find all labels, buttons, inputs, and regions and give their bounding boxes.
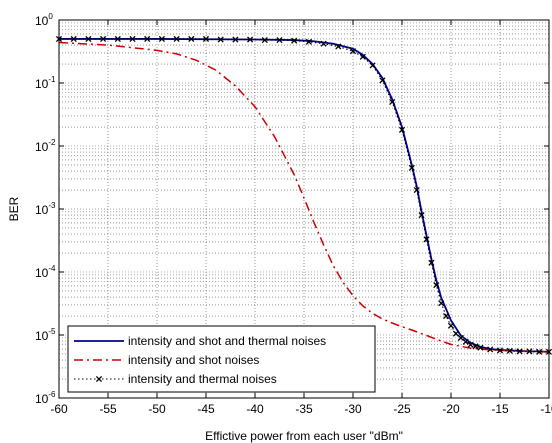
x-tick-label: -45 — [197, 402, 215, 416]
series-line-2 — [58, 41, 549, 353]
y-tick-label: 10-5 — [35, 327, 56, 343]
data-point-marker — [114, 35, 121, 43]
data-point-marker — [438, 300, 445, 307]
data-point-marker — [188, 35, 195, 43]
data-point-marker — [413, 186, 420, 194]
y-tick-label: 100 — [35, 12, 53, 28]
data-point-marker — [428, 259, 435, 266]
axis-ticks: -60 -55 -50 -45 -40 -35 -30 -25 -20 -15 -10 10-6 10-… — [35, 12, 552, 416]
x-tick-label: -35 — [295, 402, 313, 416]
legend-marker — [95, 375, 103, 383]
data-point-marker — [418, 212, 425, 219]
data-point-marker — [85, 35, 92, 43]
y-tick-label: 10-2 — [35, 138, 56, 154]
grid — [59, 20, 549, 398]
data-point-marker — [516, 348, 523, 355]
x-tick-label: -50 — [148, 402, 166, 416]
legend: intensity and shot and thermal noises int… — [67, 325, 376, 393]
y-tick-label: 10-6 — [35, 390, 56, 406]
x-tick-label: -60 — [50, 402, 68, 416]
data-point-marker — [496, 347, 504, 354]
data-point-marker — [472, 343, 479, 350]
data-point-marker — [359, 53, 366, 60]
data-point-marker — [477, 344, 484, 351]
data-point-marker — [487, 346, 494, 353]
data-point-marker — [369, 62, 376, 69]
legend-box — [67, 325, 376, 393]
data-point-marker — [536, 348, 543, 355]
data-point-marker — [247, 36, 254, 43]
data-point-marker — [129, 35, 136, 43]
data-point-marker — [276, 37, 283, 44]
x-tick-label: -55 — [99, 402, 117, 416]
data-point-marker — [305, 38, 312, 45]
legend-label-3: intensity and thermal noises — [128, 372, 277, 386]
data-point-marker — [457, 334, 464, 341]
series-group — [55, 35, 552, 355]
data-point-marker — [261, 37, 268, 44]
data-point-marker — [335, 43, 342, 50]
data-point-marker — [100, 35, 107, 43]
x-tick-label: -20 — [442, 402, 460, 416]
data-point-marker — [462, 338, 469, 345]
x-tick-label: -10 — [540, 402, 552, 416]
data-point-marker — [144, 35, 151, 43]
x-tick-label: -30 — [344, 402, 362, 416]
y-axis-label: BER — [7, 196, 21, 221]
data-point-marker — [526, 348, 533, 355]
data-point-marker — [232, 36, 239, 43]
x-tick-label: -25 — [393, 402, 411, 416]
data-point-marker — [423, 236, 430, 243]
data-point-marker — [173, 35, 180, 43]
data-point-marker — [447, 322, 455, 329]
data-point-marker — [467, 341, 474, 348]
data-point-marker — [349, 48, 357, 55]
data-point-marker — [389, 98, 396, 106]
data-point-marker — [398, 126, 406, 133]
legend-label-2: intensity and shot noises — [128, 353, 259, 367]
data-point-marker — [452, 330, 459, 337]
x-tick-label: -15 — [491, 402, 509, 416]
data-point-marker — [408, 164, 415, 171]
data-point-marker — [379, 77, 386, 84]
data-point-marker — [202, 35, 210, 43]
data-point-marker — [443, 312, 450, 320]
data-point-marker — [158, 35, 165, 43]
x-tick-label: -40 — [246, 402, 264, 416]
data-point-marker — [506, 347, 513, 354]
y-tick-label: 10-3 — [35, 201, 56, 217]
data-point-marker — [433, 282, 440, 289]
data-point-marker — [70, 35, 77, 43]
legend-label-1: intensity and shot and thermal noises — [128, 334, 326, 348]
x-axis-label: Effictive power from each user "dBm" — [205, 429, 403, 443]
series-line-3 — [59, 38, 549, 353]
data-point-marker — [320, 40, 327, 47]
data-point-marker — [217, 36, 224, 43]
y-tick-label: 10-1 — [35, 75, 56, 91]
data-point-marker — [291, 37, 298, 44]
y-tick-label: 10-4 — [35, 264, 56, 280]
